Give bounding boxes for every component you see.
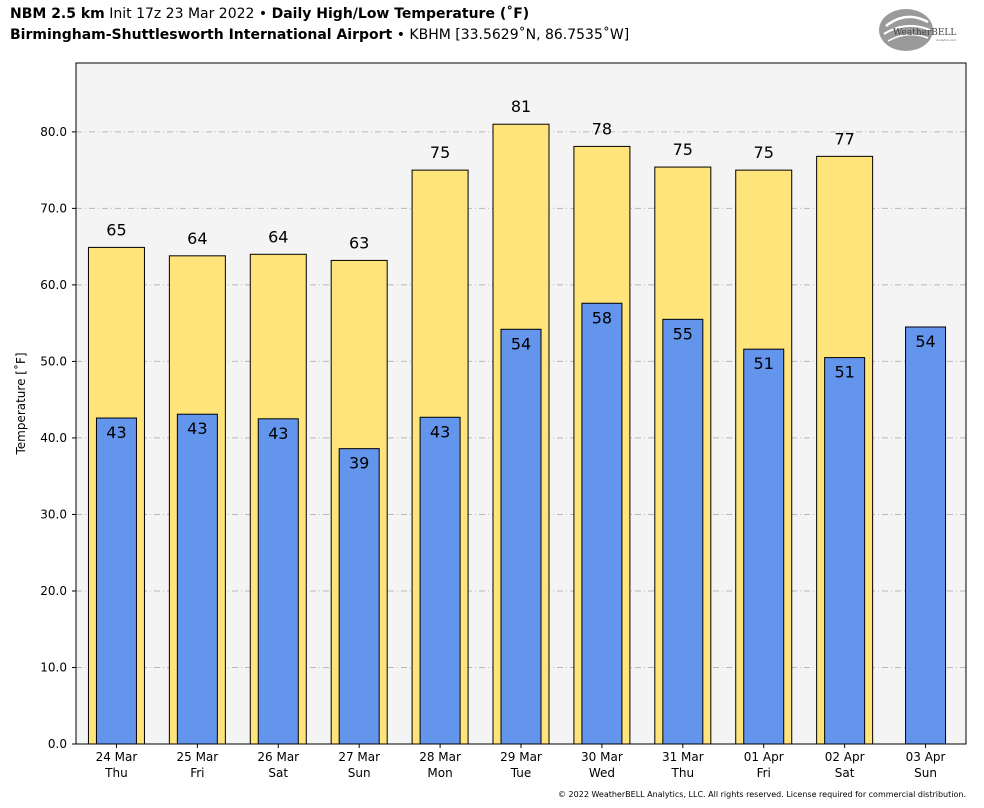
- x-tick-date: 03 Apr: [906, 750, 946, 764]
- chart-title-line: NBM 2.5 km Init 17z 23 Mar 2022 • Daily …: [10, 6, 529, 22]
- low-temp-label: 54: [915, 332, 935, 351]
- y-tick-label: 50.0: [40, 354, 67, 368]
- x-tick-day: Sun: [348, 766, 371, 780]
- x-tick-date: 26 Mar: [257, 750, 299, 764]
- high-temp-label: 78: [592, 119, 612, 138]
- high-temp-label: 64: [268, 227, 288, 246]
- low-temp-label: 43: [187, 419, 207, 438]
- high-temp-label: 65: [106, 220, 126, 239]
- x-tick-day: Tue: [510, 766, 532, 780]
- x-tick-date: 24 Mar: [96, 750, 138, 764]
- low-temp-bar: [95, 417, 137, 745]
- station-bullet: •: [396, 27, 405, 43]
- x-tick-date: 02 Apr: [825, 750, 865, 764]
- low-temp-label: 55: [673, 324, 693, 343]
- x-tick-day: Thu: [671, 766, 695, 780]
- station-name: Birmingham-Shuttlesworth International A…: [10, 27, 393, 43]
- model-name: NBM 2.5 km: [10, 6, 105, 22]
- x-tick-day: Sat: [268, 766, 288, 780]
- y-tick-label: 40.0: [40, 431, 67, 445]
- high-temp-label: 75: [754, 143, 774, 162]
- high-temp-label: 81: [511, 97, 531, 116]
- y-tick-label: 70.0: [40, 201, 67, 215]
- y-tick-label: 10.0: [40, 660, 67, 674]
- low-temp-bar: [500, 328, 542, 745]
- weatherbell-logo: WeatherBELL Analytics LLC: [879, 9, 956, 51]
- low-temp-label: 54: [511, 334, 531, 353]
- x-tick-day: Fri: [757, 766, 771, 780]
- logo-text: WeatherBELL: [893, 28, 956, 38]
- x-tick-day: Wed: [589, 766, 615, 780]
- init-time: Init 17z 23 Mar 2022: [109, 6, 255, 22]
- x-tick-date: 28 Mar: [419, 750, 461, 764]
- y-tick-label: 60.0: [40, 278, 67, 292]
- low-temp-label: 43: [430, 422, 450, 441]
- low-temp-label: 39: [349, 454, 369, 473]
- low-temp-label: 51: [754, 354, 774, 373]
- x-tick-date: 30 Mar: [581, 750, 623, 764]
- low-temp-bar: [662, 318, 704, 745]
- x-tick-day: Sun: [914, 766, 937, 780]
- x-tick-day: Sat: [835, 766, 855, 780]
- x-tick-date: 01 Apr: [744, 750, 784, 764]
- y-axis-label: Temperature [˚F]: [13, 352, 28, 455]
- copyright-notice: © 2022 WeatherBELL Analytics, LLC. All r…: [558, 790, 966, 799]
- low-temp-bar: [824, 357, 866, 745]
- high-temp-label: 75: [430, 143, 450, 162]
- bars: [87, 123, 947, 745]
- low-temp-label: 43: [106, 423, 126, 442]
- low-temp-bar: [338, 448, 380, 745]
- low-temp-label: 58: [592, 308, 612, 327]
- product-title: Daily High/Low Temperature (˚F): [271, 6, 530, 22]
- axes: 0.0 10.0 20.0 30.0 40.0 50.0 60.0 70.0 80.0 24 Ma…: [40, 125, 945, 780]
- x-tick-date: 25 Mar: [176, 750, 218, 764]
- low-temp-label: 43: [268, 424, 288, 443]
- high-temp-label: 77: [834, 129, 854, 148]
- low-temp-bar: [419, 416, 461, 745]
- x-tick-day: Mon: [427, 766, 452, 780]
- high-temp-label: 64: [187, 229, 207, 248]
- y-tick-label: 80.0: [40, 125, 67, 139]
- low-temp-bar: [905, 326, 947, 745]
- x-tick-date: 31 Mar: [662, 750, 704, 764]
- x-tick-date: 29 Mar: [500, 750, 542, 764]
- station-id: KBHM [33.5629˚N, 86.7535˚W]: [409, 27, 630, 43]
- station-line: Birmingham-Shuttlesworth International A…: [10, 27, 629, 43]
- data-labels: 65 43 64 43 64 43 63 39 75 43 81 54 78 58 75 55 75 51 77 51…: [106, 97, 935, 472]
- title-bullet: •: [258, 6, 268, 22]
- x-tick-day: Fri: [190, 766, 204, 780]
- y-tick-label: 30.0: [40, 507, 67, 521]
- x-tick-day: Thu: [104, 766, 128, 780]
- x-tick-date: 27 Mar: [338, 750, 380, 764]
- y-tick-label: 0.0: [48, 737, 67, 751]
- low-temp-bar: [176, 413, 218, 745]
- y-tick-label: 20.0: [40, 584, 67, 598]
- low-temp-bar: [257, 418, 299, 745]
- low-temp-bar: [581, 302, 623, 745]
- high-temp-label: 63: [349, 233, 369, 252]
- low-temp-label: 51: [834, 363, 854, 382]
- low-temp-bar: [743, 348, 785, 745]
- logo-subtext: Analytics LLC: [936, 38, 956, 42]
- high-temp-label: 75: [673, 140, 693, 159]
